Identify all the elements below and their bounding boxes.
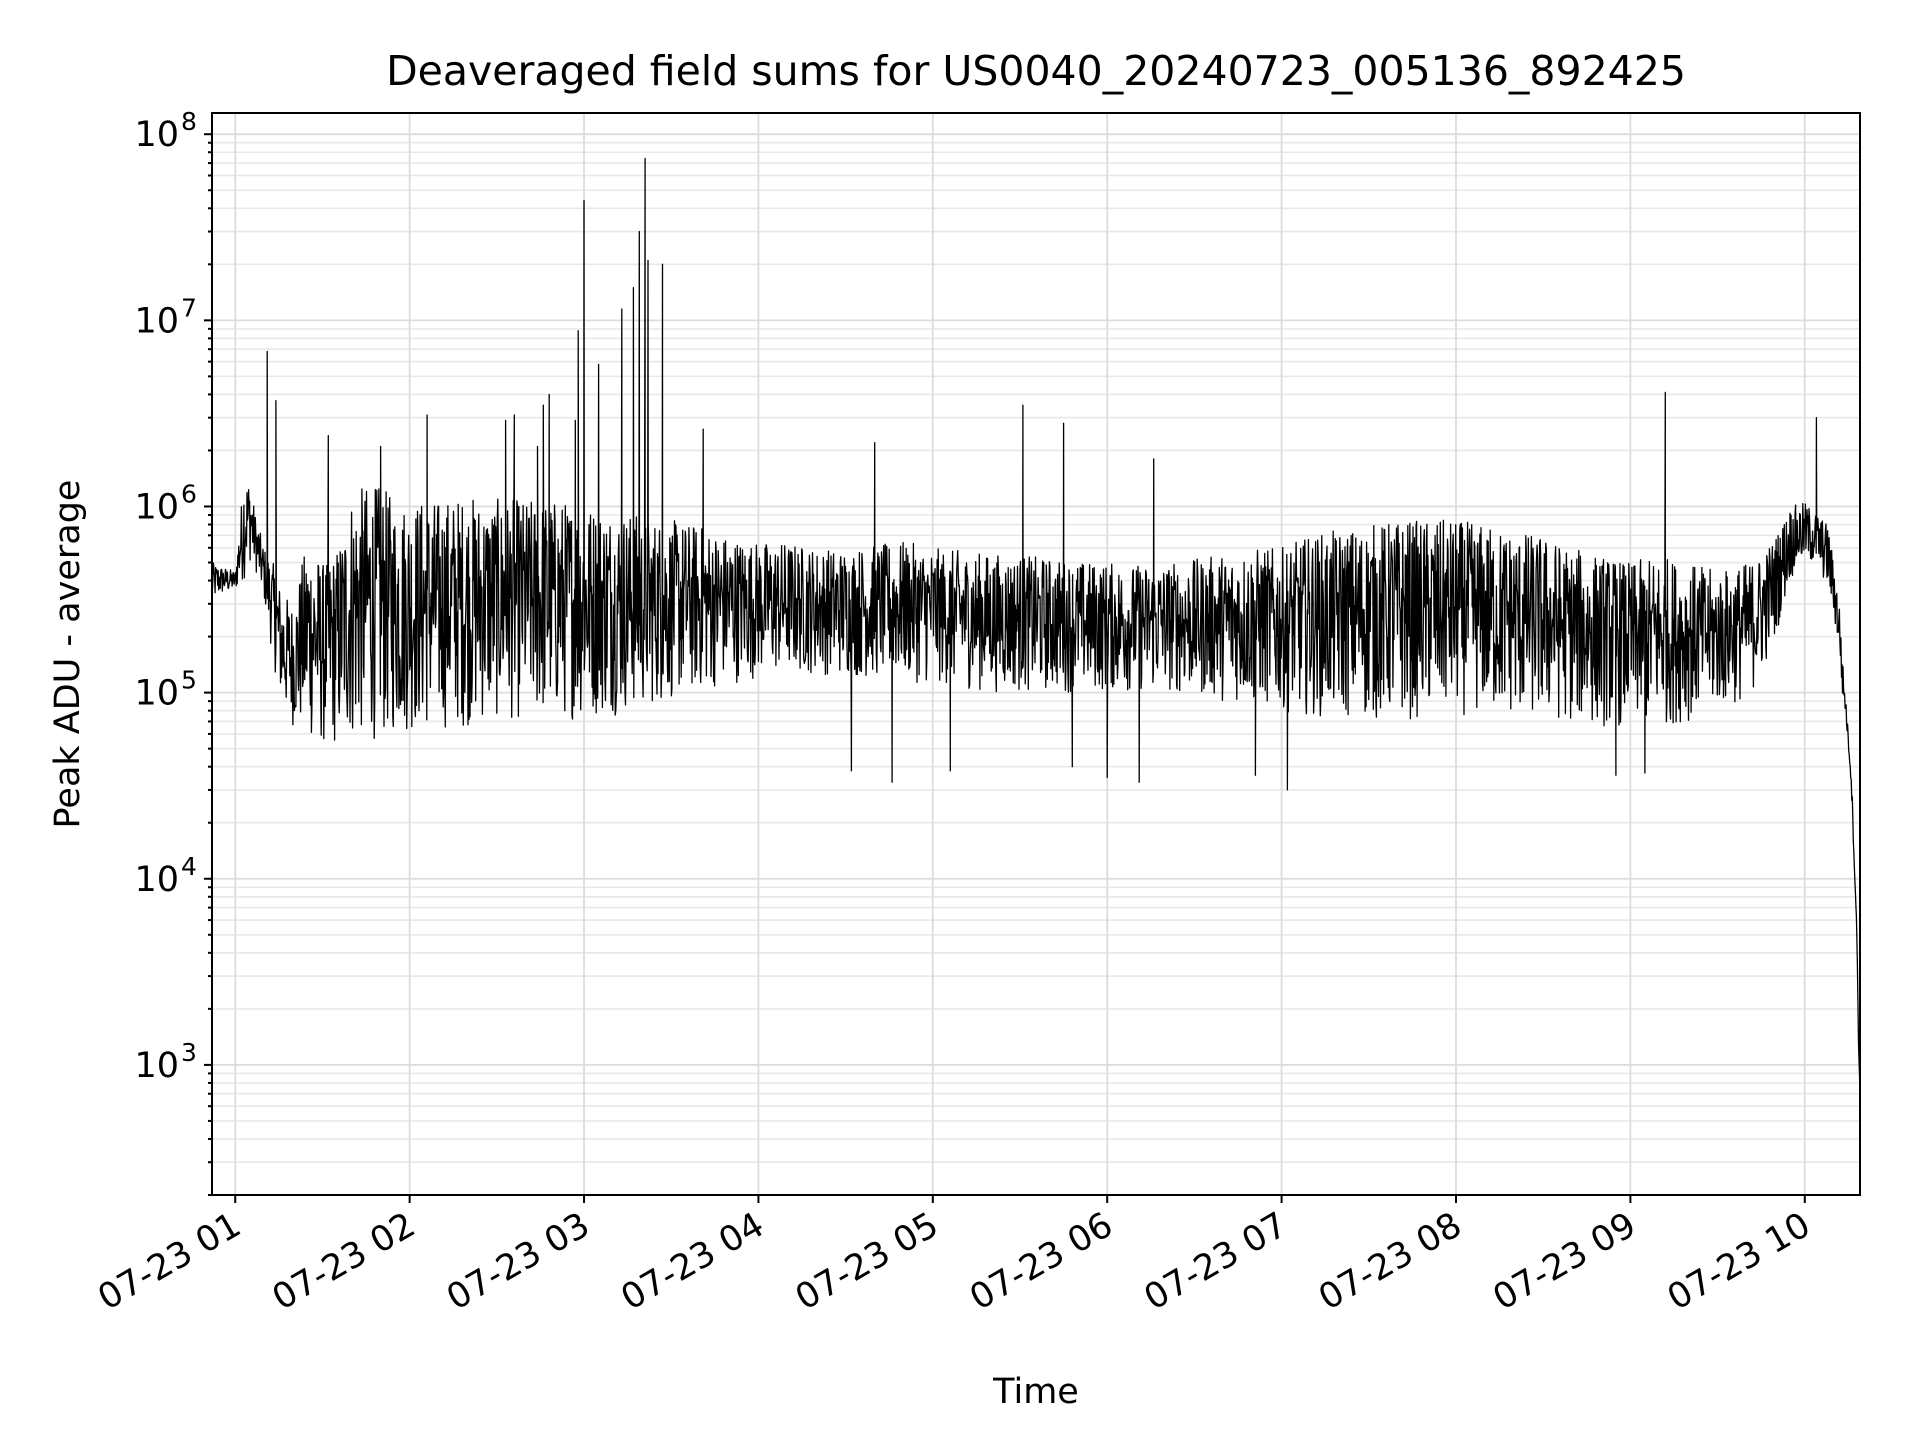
y-tick-label-exponent: 5 [181,666,197,695]
y-tick-label-exponent: 6 [181,479,197,508]
gridlines [212,113,1860,1196]
y-tick-label-exponent: 7 [181,293,197,322]
x-tick-label: 07-23 04 [615,1205,771,1318]
x-tick-label: 07-23 05 [789,1205,945,1318]
y-tick-label: 10 [134,115,179,155]
x-axis-label: Time [992,1372,1079,1412]
x-tick-label: 07-23 06 [963,1205,1119,1318]
y-tick-label: 10 [134,674,179,714]
y-tick-label-exponent: 3 [181,1038,197,1067]
x-tick-label: 07-23 09 [1487,1205,1643,1318]
y-tick-label-exponent: 4 [181,852,197,881]
y-tick-label: 10 [134,1046,179,1086]
x-tick-label: 07-23 10 [1661,1205,1817,1318]
y-tick-label-exponent: 8 [181,107,197,136]
x-tick-label: 07-23 01 [91,1205,247,1318]
y-tick-label: 10 [134,487,179,527]
x-axis: 07-23 01 07-23 02 07-23 03 07-23 04 07-23 05… [91,1195,1817,1318]
x-tick-label: 07-23 03 [440,1205,596,1318]
y-tick-label: 10 [134,860,179,900]
plot-frame [211,112,1861,1196]
x-tick-label: 07-23 08 [1312,1205,1468,1318]
x-tick-label: 07-23 07 [1138,1205,1294,1318]
series-line [211,157,1861,1101]
chart-title: Deaveraged field sums for US0040_2024072… [386,47,1686,95]
y-tick-label: 10 [134,301,179,341]
x-tick-label: 07-23 02 [266,1205,422,1318]
y-axis-label: Peak ADU - average [48,480,88,829]
